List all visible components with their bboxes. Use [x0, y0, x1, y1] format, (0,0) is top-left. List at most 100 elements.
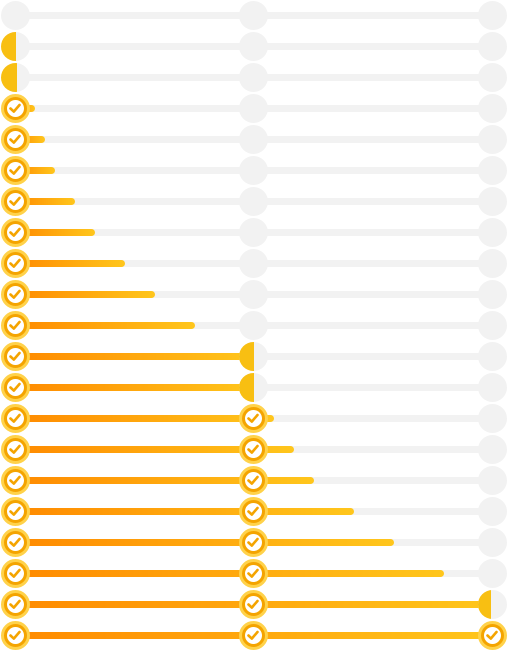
step-node-3 — [477, 187, 507, 216]
step-node-1 — [0, 156, 30, 185]
progress-row — [0, 589, 508, 620]
step-node-2 — [238, 32, 268, 61]
progress-row — [0, 155, 508, 186]
progress-row — [0, 434, 508, 465]
step-node-3 — [477, 280, 507, 309]
progress-row — [0, 93, 508, 124]
progress-fill — [15, 322, 195, 329]
check-icon — [483, 627, 501, 644]
step-node-3 — [477, 63, 507, 92]
step-node-3 — [477, 497, 507, 526]
progress-fill — [15, 136, 46, 143]
step-node-3 — [477, 218, 507, 247]
check-icon — [6, 410, 24, 427]
step-node-partial-fill — [238, 342, 254, 371]
step-node-1 — [0, 435, 30, 464]
progress-row — [0, 372, 508, 403]
progress-row — [0, 465, 508, 496]
check-icon — [6, 627, 24, 644]
check-icon — [6, 503, 24, 520]
step-node-1 — [0, 404, 30, 433]
step-node-3 — [477, 249, 507, 278]
step-node-3 — [477, 590, 507, 619]
progress-fill — [15, 415, 274, 422]
check-icon — [6, 162, 24, 179]
progress-fill — [15, 384, 255, 391]
step-node-2 — [238, 590, 268, 619]
progress-fill — [15, 508, 354, 515]
check-icon — [6, 286, 24, 303]
check-icon — [6, 534, 24, 551]
step-node-1 — [0, 32, 30, 61]
progress-fill — [15, 570, 444, 577]
step-node-1 — [0, 590, 30, 619]
check-icon — [244, 534, 262, 551]
step-node-partial-fill — [0, 63, 17, 92]
progress-row — [0, 186, 508, 217]
step-node-2 — [238, 94, 268, 123]
step-node-2 — [238, 528, 268, 557]
step-node-2 — [238, 249, 268, 278]
step-node-3 — [477, 466, 507, 495]
check-icon — [6, 348, 24, 365]
check-icon — [6, 255, 24, 272]
check-icon — [244, 596, 262, 613]
step-node-2 — [238, 125, 268, 154]
step-node-3 — [477, 373, 507, 402]
progress-row — [0, 62, 508, 93]
check-icon — [6, 100, 24, 117]
check-icon — [6, 317, 24, 334]
progress-row — [0, 558, 508, 589]
step-node-2 — [238, 1, 268, 30]
step-node-3 — [477, 1, 507, 30]
step-node-1 — [0, 621, 30, 650]
step-node-1 — [0, 311, 30, 340]
step-node-2 — [238, 218, 268, 247]
step-node-3 — [477, 156, 507, 185]
step-node-3 — [477, 435, 507, 464]
step-node-partial-fill — [0, 32, 16, 61]
step-node-1 — [0, 528, 30, 557]
step-node-2 — [238, 156, 268, 185]
step-node-1 — [0, 218, 30, 247]
check-icon — [244, 472, 262, 489]
check-icon — [244, 627, 262, 644]
progress-fill — [15, 198, 76, 205]
progress-row — [0, 496, 508, 527]
step-node-1 — [0, 1, 30, 30]
step-node-1 — [0, 373, 30, 402]
step-node-3 — [477, 559, 507, 588]
step-node-1 — [0, 497, 30, 526]
progress-row — [0, 279, 508, 310]
progress-row — [0, 403, 508, 434]
step-node-partial-fill — [238, 373, 255, 402]
step-node-2 — [238, 466, 268, 495]
progress-row — [0, 31, 508, 62]
step-node-3 — [477, 528, 507, 557]
step-node-2 — [238, 559, 268, 588]
progress-fill — [15, 260, 126, 267]
step-node-2 — [238, 63, 268, 92]
check-icon — [244, 441, 262, 458]
progress-fill — [15, 539, 394, 546]
step-node-2 — [238, 187, 268, 216]
step-node-1 — [0, 94, 30, 123]
step-node-1 — [0, 249, 30, 278]
step-node-2 — [238, 435, 268, 464]
step-node-2 — [238, 280, 268, 309]
progress-row — [0, 248, 508, 279]
step-node-2 — [238, 497, 268, 526]
step-node-3 — [477, 342, 507, 371]
step-node-2 — [238, 404, 268, 433]
progress-row — [0, 527, 508, 558]
step-node-1 — [0, 187, 30, 216]
progress-row — [0, 620, 508, 651]
progress-fill — [15, 167, 56, 174]
step-node-partial-fill — [477, 590, 492, 619]
step-node-1 — [0, 280, 30, 309]
step-node-2 — [238, 373, 268, 402]
progress-row — [0, 124, 508, 155]
step-node-3 — [477, 32, 507, 61]
step-node-1 — [0, 342, 30, 371]
check-icon — [244, 565, 262, 582]
